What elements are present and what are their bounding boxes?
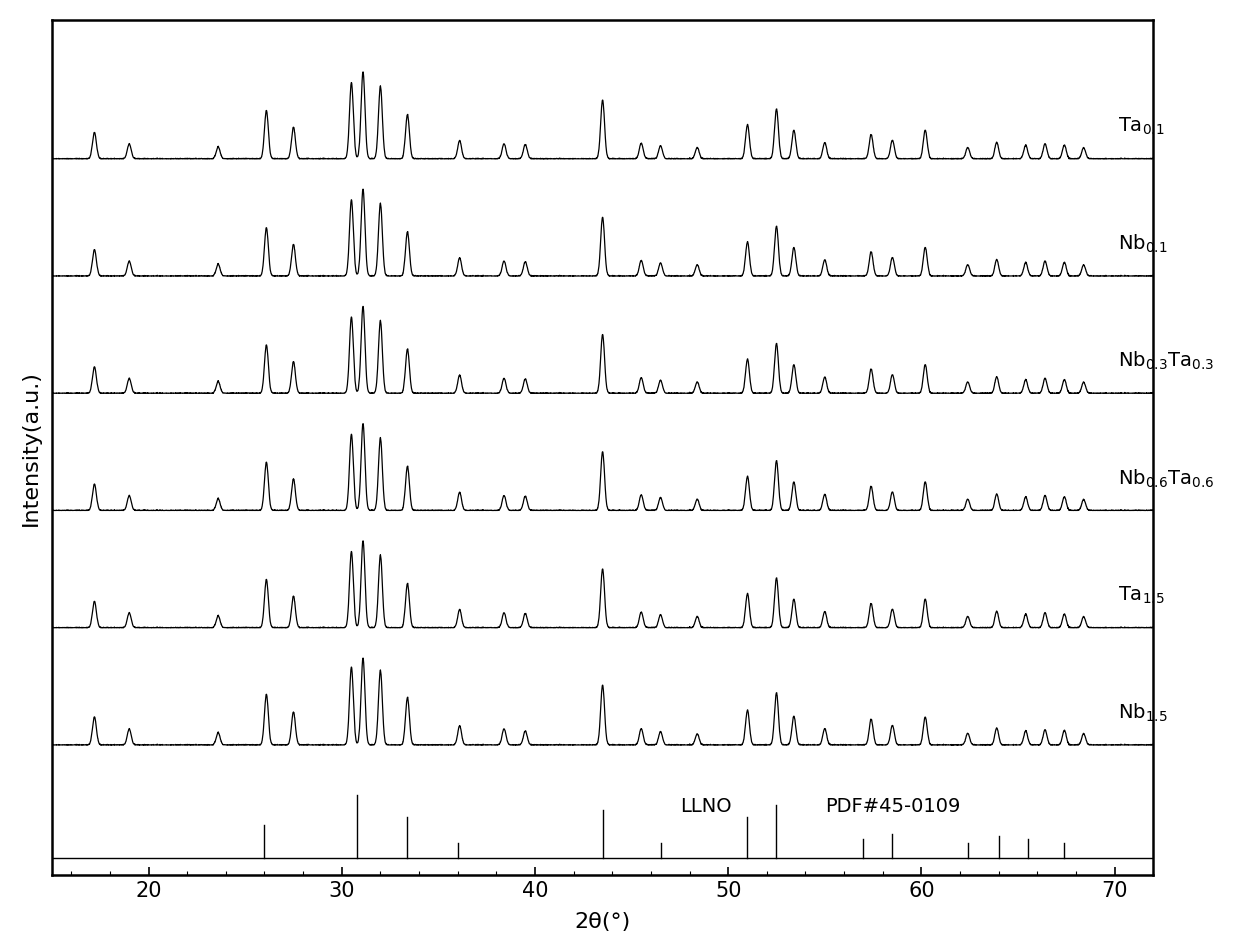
X-axis label: 2θ(°): 2θ(°) [574,911,631,931]
Text: $\mathrm{Nb}_{0.3}\mathrm{Ta}_{0.3}$: $\mathrm{Nb}_{0.3}\mathrm{Ta}_{0.3}$ [1118,349,1214,372]
Text: $\mathrm{Nb}_{1.5}$: $\mathrm{Nb}_{1.5}$ [1118,701,1168,724]
Text: $\mathrm{Ta}_{0.1}$: $\mathrm{Ta}_{0.1}$ [1118,116,1164,137]
Text: $\mathrm{Nb}_{0.1}$: $\mathrm{Nb}_{0.1}$ [1118,232,1168,255]
Y-axis label: Intensity(a.u.): Intensity(a.u.) [21,370,41,526]
Text: LLNO: LLNO [680,797,732,815]
Text: PDF#45-0109: PDF#45-0109 [825,797,960,815]
Text: $\mathrm{Nb}_{0.6}\mathrm{Ta}_{0.6}$: $\mathrm{Nb}_{0.6}\mathrm{Ta}_{0.6}$ [1118,466,1215,489]
Text: $\mathrm{Ta}_{1.5}$: $\mathrm{Ta}_{1.5}$ [1118,585,1166,605]
